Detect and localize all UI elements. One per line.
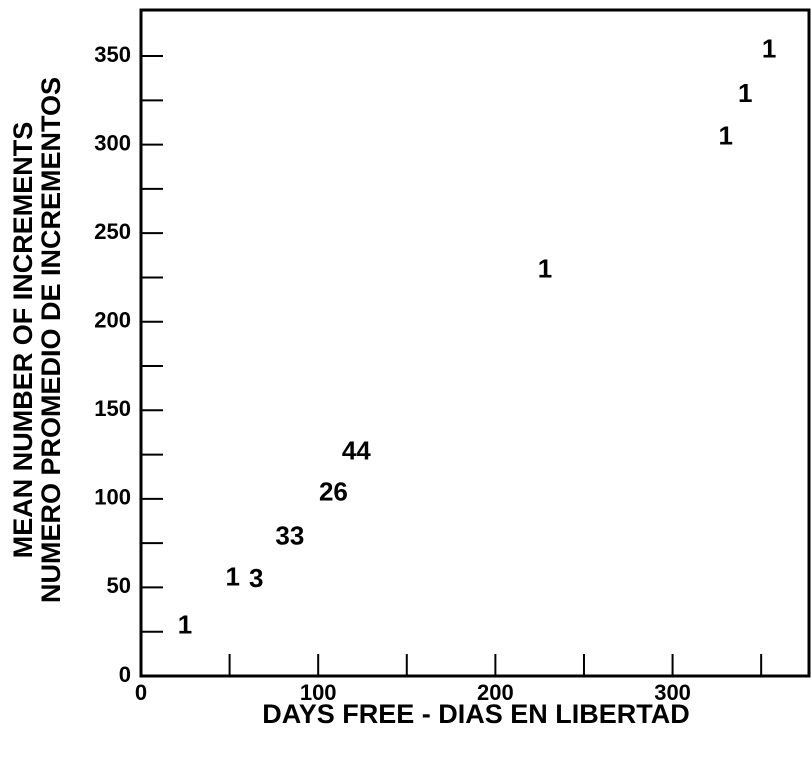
x-tick-label: 0 bbox=[135, 680, 147, 705]
point-label: 1 bbox=[718, 120, 732, 150]
y-tick-label: 300 bbox=[94, 130, 131, 155]
y-tick-label: 50 bbox=[107, 573, 131, 598]
y-axis-title: NUMERO PROMEDIO DE INCREMENTOS bbox=[36, 77, 66, 603]
x-tick-label: 300 bbox=[654, 680, 691, 705]
y-tick-label: 350 bbox=[94, 42, 131, 67]
point-label: 1 bbox=[762, 34, 776, 64]
x-tick-label: 200 bbox=[477, 680, 514, 705]
y-tick-label: 100 bbox=[94, 485, 131, 510]
plot-frame bbox=[139, 8, 811, 678]
y-tick-label: 200 bbox=[94, 308, 131, 333]
point-label: 1 bbox=[738, 78, 752, 108]
point-label: 26 bbox=[319, 476, 348, 506]
point-label: 1 bbox=[226, 561, 240, 591]
x-axis-title: DAYS FREE - DIAS EN LIBERTAD bbox=[262, 699, 690, 729]
y-tick-label: 0 bbox=[119, 662, 131, 687]
point-label: 1 bbox=[538, 253, 552, 283]
y-axis-title: MEAN NUMBER OF INCREMENTS bbox=[8, 122, 38, 559]
x-tick-label: 100 bbox=[300, 680, 337, 705]
y-tick-label: 250 bbox=[94, 219, 131, 244]
y-tick-label: 150 bbox=[94, 396, 131, 421]
point-label: 3 bbox=[249, 563, 263, 593]
point-label: 44 bbox=[342, 436, 371, 466]
point-label: 33 bbox=[275, 521, 304, 551]
point-label: 1 bbox=[178, 609, 192, 639]
